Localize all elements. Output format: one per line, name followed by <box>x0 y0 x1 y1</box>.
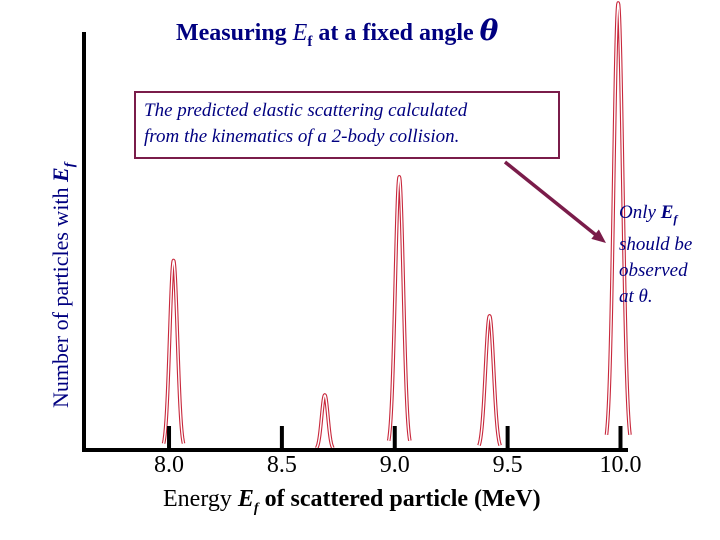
callout-line-2: from the kinematics of a 2-body collisio… <box>144 126 460 147</box>
side-note-prefix: Only <box>619 202 661 223</box>
spectrum-curve-layer <box>161 1 632 450</box>
peak-2 <box>315 393 335 450</box>
callout-arrow <box>503 160 606 243</box>
side-note-line-1: Only Ef <box>619 200 719 232</box>
x-axis-label: Energy Ef of scattered particle (MeV) <box>163 486 541 517</box>
y-axis-label-subscript: f <box>62 162 78 168</box>
y-axis-label-variable: E <box>48 167 73 182</box>
x-axis-label-suffix: of scattered particle (MeV) <box>258 486 541 512</box>
x-tick-label-8.5: 8.5 <box>266 452 297 478</box>
callout-line-1: The predicted elastic scattering calcula… <box>144 100 468 121</box>
y-axis-label: Number of particles with Ef <box>48 163 78 408</box>
x-axis-label-subscript: f <box>253 500 259 516</box>
callout-box: The predicted elastic scattering calcula… <box>134 91 560 159</box>
chart-title: Measuring Ef at a fixed angle θ <box>176 14 498 51</box>
x-tick-label-9.0: 9.0 <box>379 452 410 478</box>
side-note-variable: Ef <box>660 202 678 226</box>
chart-title-prefix: Measuring <box>176 20 293 46</box>
side-note: Only Ef should be observed at θ. <box>619 200 719 310</box>
chart-title-variable: E <box>292 20 308 46</box>
side-note-line-4: at θ. <box>619 284 719 310</box>
axis-layer <box>82 32 628 452</box>
peak-4 <box>477 314 502 447</box>
y-axis-label-prefix: Number of particles with <box>48 181 73 408</box>
arrow-layer <box>503 160 606 243</box>
side-note-line-2: should be <box>619 233 693 255</box>
side-note-at: at <box>619 285 639 307</box>
x-axis-label-prefix: Energy <box>163 486 238 512</box>
side-note-subscript: f <box>673 211 678 226</box>
peak-1 <box>161 258 186 444</box>
x-tick-label-10.0: 10.0 <box>599 452 642 478</box>
chart-title-symbol: θ <box>479 14 499 47</box>
chart-title-suffix: at a fixed angle <box>312 20 480 46</box>
peak-3 <box>386 175 412 441</box>
side-note-period: . <box>647 285 653 307</box>
chart-title-subscript: f <box>307 33 313 50</box>
x-tick-label-8.0: 8.0 <box>154 452 185 478</box>
side-note-line-3: observed <box>619 259 688 281</box>
peak-5 <box>604 1 632 435</box>
side-note-var-letter: E <box>660 202 674 223</box>
x-axis-label-variable: E <box>237 486 254 512</box>
side-note-symbol: θ <box>638 285 648 307</box>
x-tick-label-9.5: 9.5 <box>492 452 523 478</box>
